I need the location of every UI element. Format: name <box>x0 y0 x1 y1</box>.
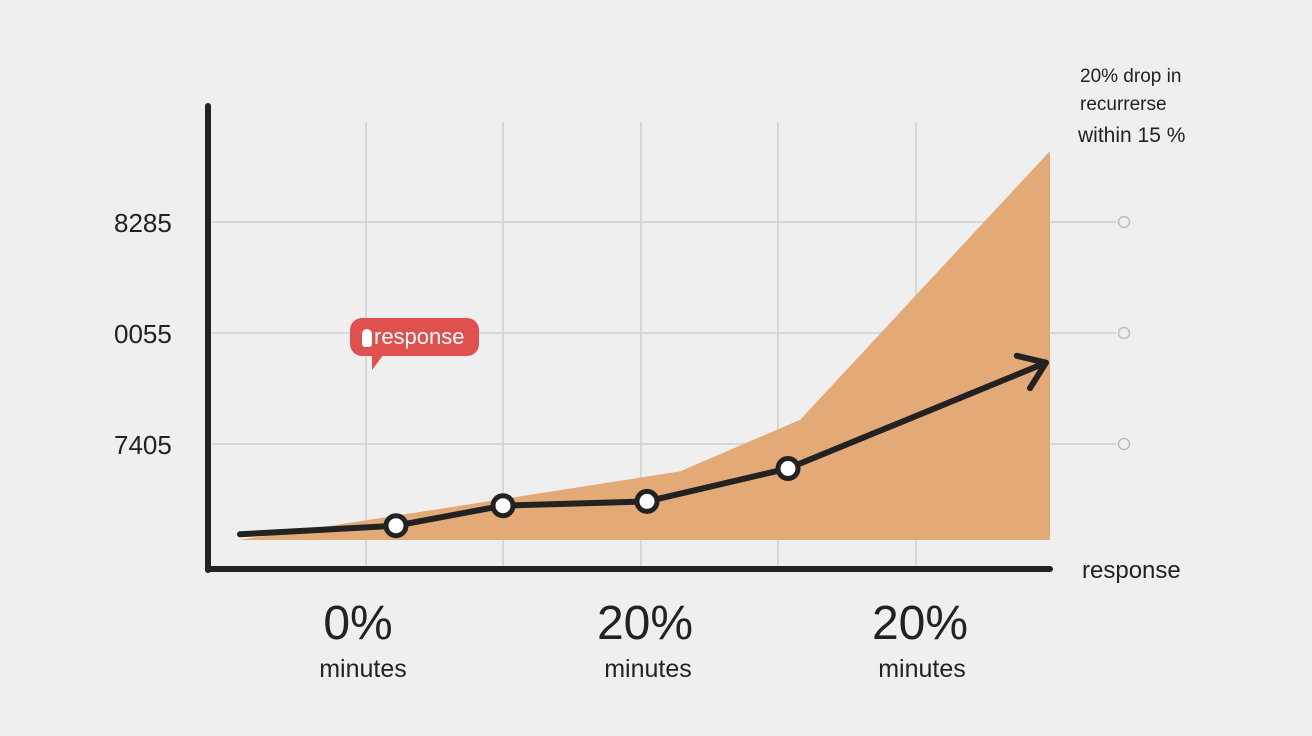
x-tick-unit: minutes <box>878 655 966 683</box>
x-axis-label: response <box>1082 557 1181 584</box>
data-point <box>775 456 801 481</box>
y-tick-label: 7405 <box>114 430 172 460</box>
x-tick-value: 20% <box>871 597 969 650</box>
arrow-head-icon <box>1013 352 1049 392</box>
grid-end-marker <box>1117 215 1131 229</box>
callout-label: response <box>374 324 465 349</box>
line-markers <box>383 456 801 539</box>
data-point <box>634 488 660 514</box>
y-tick-label: 8285 <box>114 208 172 238</box>
annotation-line: within 15 % <box>1078 124 1186 147</box>
response-callout: response <box>350 318 479 370</box>
grid-end-marker <box>1117 437 1131 451</box>
x-tick-unit: minutes <box>319 655 407 683</box>
x-tick-value: 20% <box>596 597 694 650</box>
data-point <box>490 493 516 519</box>
lightbulb-icon <box>362 329 372 347</box>
grid-line-ends <box>1117 215 1131 451</box>
annotation-line: recurrerse <box>1080 94 1167 115</box>
x-tick-unit: minutes <box>604 655 692 683</box>
x-tick-value: 0% <box>323 597 393 650</box>
grid-end-marker <box>1117 326 1131 340</box>
data-point <box>383 513 409 539</box>
trend-line <box>237 359 1049 538</box>
y-tick-label: 0055 <box>114 319 172 349</box>
annotation-line: 20% drop in <box>1080 66 1182 87</box>
